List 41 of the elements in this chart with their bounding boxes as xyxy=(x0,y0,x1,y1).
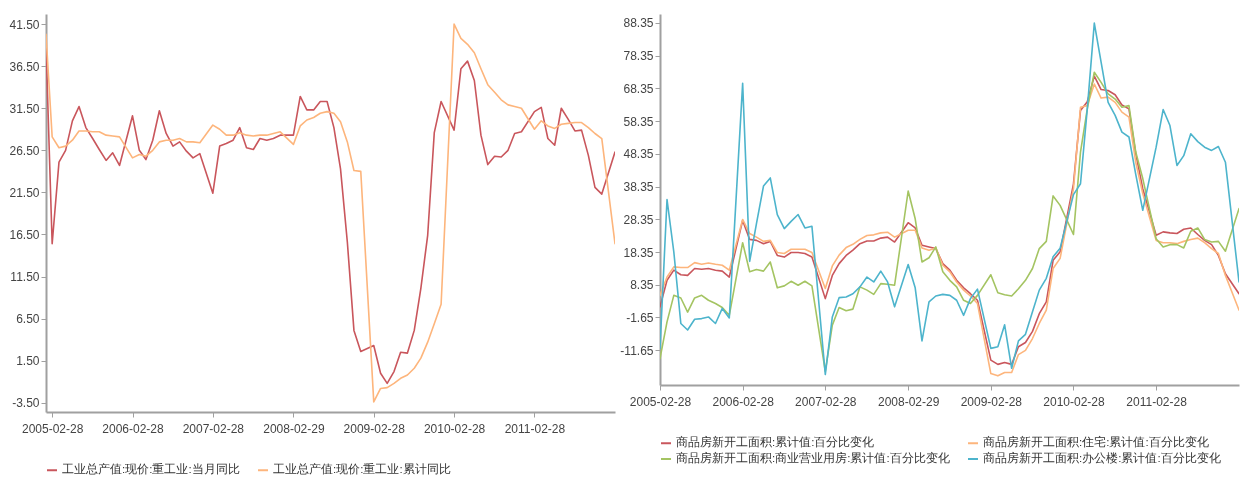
y-tick-label: 78.35 xyxy=(623,49,654,64)
x-tick-label: 2007-02-28 xyxy=(182,421,245,436)
y-tick-label: 68.35 xyxy=(623,81,654,96)
y-tick-label: 26.50 xyxy=(9,143,40,158)
x-tick-label: 2011-02-28 xyxy=(1126,394,1188,409)
legend-label: 商品房新开工面积:办公楼:累计值:百分比变化 xyxy=(983,451,1221,464)
x-tick-label: 2009-02-28 xyxy=(343,421,406,436)
x-tick-label: 2008-02-29 xyxy=(263,421,325,436)
y-tick-label: 36.50 xyxy=(9,59,40,74)
legend-label: 商品房新开工面积:商业营业用房:累计值:百分比变化 xyxy=(676,451,950,464)
y-tick-label: 58.35 xyxy=(623,114,654,129)
x-tick-label: 2006-02-28 xyxy=(102,421,165,436)
x-tick-label: 2011-02-28 xyxy=(504,421,566,436)
y-tick-label: -11.65 xyxy=(620,343,654,358)
x-tick-label: 2010-02-28 xyxy=(423,421,486,436)
legend-label: 商品房新开工面积:住宅:累计值:百分比变化 xyxy=(983,435,1209,449)
y-tick-label: 18.35 xyxy=(623,245,654,260)
y-tick-label: 38.35 xyxy=(623,180,654,195)
legend-label: 工业总产值:现价:重工业:累计同比 xyxy=(273,462,451,476)
x-tick-label: 2008-02-29 xyxy=(877,394,940,409)
y-tick-label: 6.50 xyxy=(16,312,40,327)
legend-label: 工业总产值:现价:重工业:当月同比 xyxy=(62,462,240,476)
y-tick-label: -1.65 xyxy=(626,310,654,325)
y-tick-label: 48.35 xyxy=(623,147,654,162)
y-tick-label: 11.50 xyxy=(10,270,40,285)
x-tick-label: 2010-02-28 xyxy=(1043,394,1105,409)
y-tick-label: 31.50 xyxy=(9,101,40,116)
legend-label: 商品房新开工面积:累计值:百分比变化 xyxy=(676,435,875,449)
x-tick-label: 2009-02-28 xyxy=(960,394,1023,409)
y-tick-label: 21.50 xyxy=(9,185,40,200)
y-tick-label: 41.50 xyxy=(9,17,40,32)
x-tick-label: 2007-02-28 xyxy=(795,394,857,409)
x-tick-label: 2005-02-28 xyxy=(629,394,692,409)
y-tick-label: 16.50 xyxy=(9,227,40,242)
y-tick-label: 1.50 xyxy=(16,354,40,369)
y-tick-label: -3.50 xyxy=(12,396,40,411)
x-tick-label: 2005-02-28 xyxy=(21,421,84,436)
y-tick-label: 28.35 xyxy=(623,212,654,227)
y-tick-label: 88.35 xyxy=(623,16,654,31)
y-tick-label: 8.35 xyxy=(630,278,654,293)
x-tick-label: 2006-02-28 xyxy=(712,394,775,409)
